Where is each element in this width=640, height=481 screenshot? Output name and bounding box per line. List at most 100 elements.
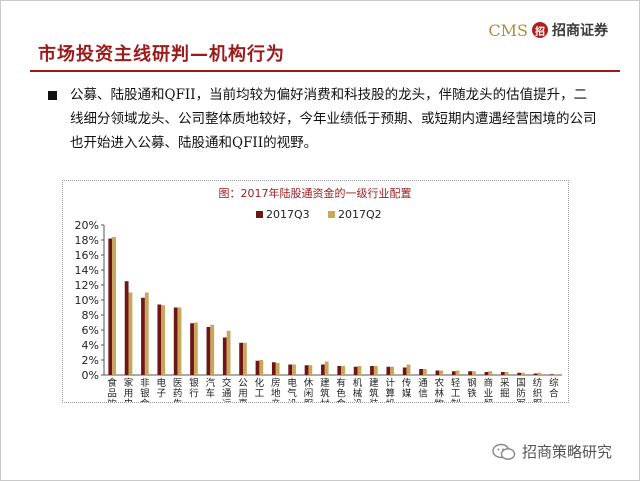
bar-2017Q2-8	[243, 342, 247, 375]
bar-2017Q3-0	[108, 238, 113, 375]
x-tick-label: 公用事业	[238, 378, 248, 402]
bar-2017Q2-11	[292, 364, 296, 375]
y-tick-label: 10%	[75, 294, 99, 307]
bar-2017Q3-3	[157, 304, 162, 375]
bar-2017Q2-6	[210, 324, 215, 375]
bar-2017Q2-10	[275, 363, 280, 375]
chart-title: 图：2017年陆股通资金的一级行业配置	[219, 186, 412, 200]
legend-swatch-2017Q2	[328, 211, 335, 218]
x-tick-label: 非银金融	[140, 377, 150, 402]
x-tick-label: 银行	[189, 377, 199, 400]
bar-2017Q2-0	[112, 237, 116, 375]
x-tick-label: 有色金属	[336, 377, 346, 402]
bar-2017Q2-23	[488, 371, 493, 375]
x-tick-label: 机械设备	[353, 377, 363, 402]
bar-2017Q2-24	[504, 372, 509, 375]
bar-2017Q2-13	[324, 361, 329, 375]
bar-2017Q3-23	[484, 372, 489, 375]
bar-2017Q3-17	[386, 366, 391, 375]
bar-2017Q3-15	[353, 366, 358, 375]
bar-2017Q3-20	[435, 370, 440, 375]
bar-2017Q3-12	[304, 365, 309, 375]
bar-2017Q2-18	[406, 364, 411, 375]
x-tick-label: 通信	[418, 378, 428, 400]
bar-2017Q2-19	[422, 369, 427, 375]
wechat-icon	[492, 443, 516, 460]
title-rule	[30, 70, 620, 72]
bar-2017Q3-14	[337, 366, 342, 375]
y-tick-label: 6%	[82, 324, 99, 337]
x-tick-label: 家用电器	[124, 377, 134, 402]
bar-2017Q2-12	[308, 365, 313, 375]
legend-swatch-2017Q3	[256, 211, 263, 218]
bar-2017Q3-22	[468, 371, 473, 375]
x-tick-label: 国防军工	[516, 378, 526, 402]
y-tick-label: 20%	[75, 219, 99, 232]
y-tick-label: 2%	[82, 354, 99, 367]
bar-2017Q2-21	[455, 370, 460, 375]
legend-label-2017Q3: 2017Q3	[266, 208, 310, 221]
bullet-text: 公募、陆股通和QFII，当前均较为偏好消费和科技股的龙头，伴随龙头的估值提升，二…	[70, 87, 597, 151]
bar-2017Q3-1	[124, 281, 129, 375]
bar-2017Q2-14	[341, 366, 345, 375]
y-tick-label: 14%	[75, 264, 99, 277]
bar-2017Q3-21	[451, 371, 456, 375]
bar-2017Q2-22	[472, 371, 476, 375]
y-tick-label: 0%	[82, 369, 99, 382]
company-logo: CMS 招 招商证券	[488, 20, 608, 40]
bar-2017Q2-2	[144, 292, 149, 375]
bar-2017Q3-25	[517, 372, 522, 375]
y-tick-label: 18%	[75, 234, 99, 247]
bar-2017Q2-4	[177, 307, 182, 375]
x-tick-label: 综合	[549, 377, 559, 400]
bar-2017Q2-1	[128, 292, 133, 375]
legend-label-2017Q2: 2017Q2	[338, 208, 382, 221]
y-tick-label: 16%	[75, 249, 99, 262]
x-tick-label: 汽车	[206, 377, 216, 400]
x-tick-label: 传媒	[402, 377, 412, 400]
bar-2017Q3-4	[173, 307, 178, 375]
bar-2017Q2-27	[553, 374, 558, 375]
bar-2017Q3-11	[288, 364, 293, 375]
bar-2017Q2-25	[521, 372, 525, 375]
bar-2017Q3-6	[206, 327, 211, 375]
bar-2017Q3-24	[500, 372, 505, 375]
bar-2017Q3-8	[239, 342, 244, 375]
slide-title: 市场投资主线研判—机构行为	[38, 44, 285, 65]
bar-chart: 图：2017年陆股通资金的一级行业配置 2017Q3 2017Q2 0% 2% 4% 6% 8…	[75, 186, 562, 421]
bar-2017Q3-10	[271, 362, 276, 375]
x-tick-label: 商业贸易	[484, 377, 494, 402]
bar-2017Q3-13	[321, 364, 325, 375]
logo-mark-icon: 招	[532, 22, 548, 38]
x-tick-label: 化工	[255, 377, 265, 400]
bar-2017Q2-9	[259, 360, 264, 375]
x-tick-label: 建筑装饰	[369, 377, 379, 402]
x-tick-label: 电气设备	[287, 377, 297, 402]
footer-name: 招商策略研究	[521, 443, 612, 461]
x-tick-label: 采掘	[500, 378, 510, 400]
x-tick-label: 轻工制造	[451, 377, 461, 402]
x-tick-label: 电子	[156, 377, 166, 400]
bar-2017Q3-9	[255, 360, 260, 375]
bar-2017Q3-5	[190, 323, 194, 375]
logo-name: 招商证券	[552, 23, 608, 39]
x-tick-label: 交通运输	[222, 377, 232, 402]
x-tick-label: 建筑材料	[320, 377, 330, 402]
bar-2017Q2-26	[537, 372, 542, 375]
y-tick-label: 8%	[82, 309, 99, 322]
bar-2017Q3-26	[533, 373, 538, 375]
x-tick-label: 计算机	[385, 377, 395, 402]
bar-2017Q3-2	[141, 297, 145, 375]
bar-2017Q3-27	[550, 374, 554, 375]
footer-brand: 招商策略研究	[492, 441, 612, 462]
x-tick-label: 医药生物	[173, 378, 183, 402]
x-tick-label: 休闲服务	[304, 377, 314, 402]
y-tick-label: 4%	[82, 339, 99, 352]
bar-2017Q3-18	[402, 367, 407, 375]
x-tick-label: 房地产	[271, 377, 281, 402]
x-tick-label: 纺织服装	[533, 377, 543, 402]
x-tick-label: 食品饮料	[107, 377, 117, 402]
chart-container: 图：2017年陆股通资金的一级行业配置 2017Q3 2017Q2 0% 2% 4% 6% 8…	[62, 180, 569, 421]
y-tick-label: 12%	[75, 279, 99, 292]
bar-2017Q2-7	[226, 330, 231, 375]
